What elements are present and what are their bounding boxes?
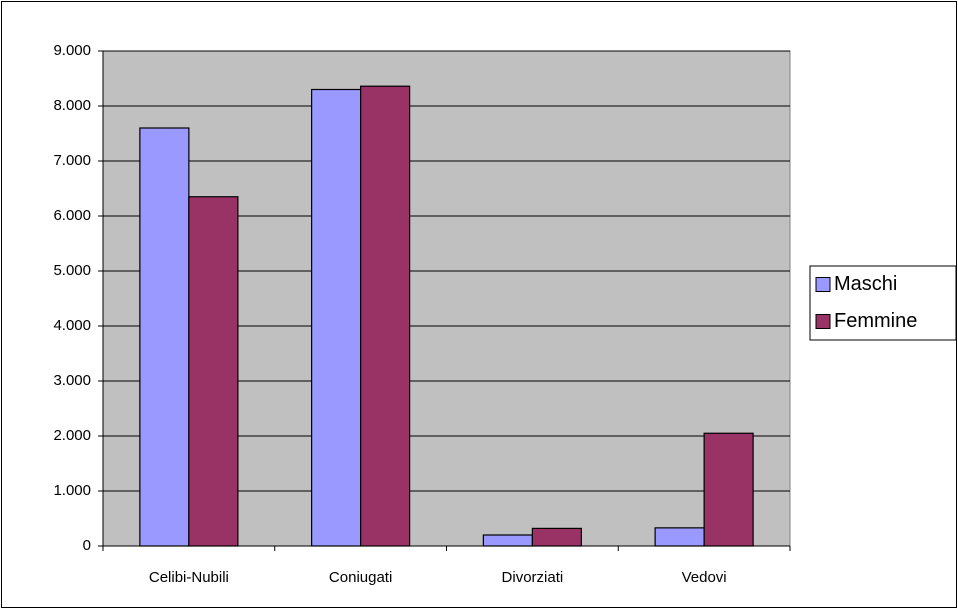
bar (703, 432, 754, 547)
bar (311, 88, 362, 547)
bar (360, 85, 411, 547)
bar (482, 534, 533, 547)
y-tick-label: 2.000 (53, 427, 91, 444)
y-tick-label: 5.000 (53, 262, 91, 279)
bar (188, 196, 239, 547)
x-tick-label: Vedovi (682, 569, 727, 586)
legend-box (809, 265, 957, 341)
x-tick-label: Celibi-Nubili (149, 569, 229, 586)
bar (531, 527, 582, 547)
bar (139, 127, 190, 547)
y-tick-label: 1.000 (53, 482, 91, 499)
y-tick-label: 7.000 (53, 152, 91, 169)
legend-swatch (815, 277, 831, 292)
y-tick-label: 6.000 (53, 207, 91, 224)
y-tick-label: 8.000 (53, 97, 91, 114)
legend-label: Maschi (834, 273, 897, 295)
legend-label: Femmine (834, 310, 917, 332)
y-tick-label: 3.000 (53, 372, 91, 389)
x-tick-label: Coniugati (329, 569, 392, 586)
legend-swatch (815, 314, 831, 329)
x-tick-label: Divorziati (502, 569, 564, 586)
y-tick-label: 4.000 (53, 317, 91, 334)
bar (654, 527, 705, 547)
y-tick-label: 0 (83, 537, 91, 554)
y-tick-label: 9.000 (53, 42, 91, 59)
